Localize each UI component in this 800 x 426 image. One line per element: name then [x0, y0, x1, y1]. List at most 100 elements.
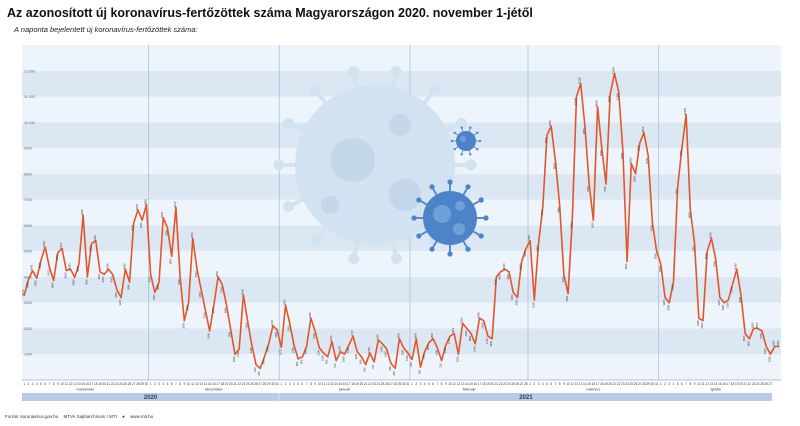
data-label: 6700: [173, 201, 177, 207]
data-label: 2200: [287, 325, 291, 331]
data-label: 11100: [607, 95, 611, 102]
data-point: [179, 276, 181, 278]
data-point: [246, 320, 249, 322]
data-label: 1400: [380, 345, 384, 351]
data-point: [470, 333, 472, 335]
x-tick-label: 22: [237, 382, 241, 386]
data-point: [757, 327, 759, 330]
x-tick-label: 20: [360, 382, 364, 386]
data-point: [736, 268, 738, 270]
x-tick-label: 13: [73, 382, 77, 386]
data-label: 5300: [89, 245, 93, 251]
x-tick-label: 7: [49, 382, 51, 386]
data-point: [166, 227, 169, 229]
x-tick-label: 28: [642, 382, 646, 386]
data-label: 2400: [308, 312, 312, 318]
x-tick-label: 7: [306, 382, 308, 386]
x-tick-label: 4: [542, 382, 544, 386]
data-label: 1050: [405, 355, 409, 361]
y-tick-label: 3000: [24, 301, 32, 305]
month-label: március: [586, 387, 600, 392]
data-point: [462, 322, 464, 324]
y-tick-label: 1000: [24, 353, 32, 357]
data-label: 1800: [468, 335, 472, 341]
data-label: 4800: [169, 258, 173, 264]
footer: Forrás: koronavirus.gov.hu MTVA Sajtóarc…: [5, 414, 157, 419]
x-tick-label: 13: [199, 382, 203, 386]
data-point: [339, 351, 341, 353]
data-label: 5000: [704, 253, 708, 259]
data-label: 4200: [97, 273, 101, 279]
x-tick-label: 15: [208, 382, 212, 386]
y-tick-label: 11 000: [24, 95, 35, 99]
x-tick-label: 24: [246, 382, 250, 386]
data-label: 5400: [93, 234, 97, 240]
data-point: [537, 242, 540, 245]
x-tick-label: 7: [436, 382, 438, 386]
data-point: [651, 222, 653, 224]
data-label: 1200: [384, 351, 388, 357]
year-label: 2021: [519, 395, 533, 401]
data-label: 1000: [342, 356, 346, 362]
x-tick-label: 26: [254, 382, 258, 386]
data-point: [57, 251, 59, 254]
data-label: 5100: [59, 242, 63, 248]
data-point: [284, 304, 287, 306]
x-tick-label: 11: [65, 382, 69, 386]
data-label: 1350: [346, 347, 350, 353]
data-label: 6600: [687, 211, 691, 217]
x-tick-label: 30: [145, 382, 149, 386]
x-tick-label: 25: [630, 382, 634, 386]
x-tick-label: 23: [115, 382, 119, 386]
data-label: 1250: [316, 349, 320, 355]
data-label: 3273: [21, 289, 25, 295]
data-label: 2700: [202, 312, 206, 318]
x-tick-label: 5: [167, 382, 169, 386]
year-bar: [279, 393, 773, 401]
year-label: 2020: [144, 395, 158, 401]
data-point: [390, 362, 392, 364]
data-point: [525, 247, 527, 250]
x-tick-label: 17: [216, 382, 220, 386]
data-label: 5500: [708, 232, 712, 238]
data-label: 820: [295, 361, 299, 366]
x-tick-label: 17: [596, 382, 600, 386]
data-point: [706, 250, 708, 252]
data-point: [268, 343, 270, 345]
data-label: 3980: [72, 279, 76, 285]
data-point: [584, 125, 586, 127]
x-tick-label: 11: [571, 382, 575, 386]
data-label: 4300: [122, 263, 126, 269]
data-label: 4100: [148, 276, 152, 282]
series-group: [23, 72, 780, 370]
data-label: 3300: [738, 297, 742, 303]
data-point: [40, 259, 42, 261]
data-label: 900: [325, 359, 329, 364]
data-label: 500: [417, 369, 421, 374]
x-tick-label: 2: [415, 382, 417, 386]
data-point: [596, 106, 599, 108]
data-point: [424, 351, 426, 353]
x-tick-label: 28: [263, 382, 267, 386]
data-point: [259, 367, 261, 370]
x-tick-label: 27: [769, 382, 773, 386]
data-point: [580, 83, 582, 85]
data-point: [276, 329, 278, 331]
data-label: 1100: [354, 353, 358, 359]
data-label: 3000: [666, 304, 670, 310]
data-label: 9500: [544, 137, 548, 143]
data-point: [719, 296, 721, 299]
data-point: [209, 330, 211, 332]
x-tick-label: 27: [132, 382, 136, 386]
x-tick-label: 26: [128, 382, 132, 386]
data-label: 3886: [25, 281, 29, 287]
data-point: [373, 361, 375, 363]
data-point: [723, 302, 725, 304]
x-tick-label: 7: [175, 382, 177, 386]
data-label: 2400: [696, 320, 700, 326]
data-label: 450: [392, 371, 396, 376]
data-label: 1250: [434, 349, 438, 355]
x-tick-label: 20: [102, 382, 106, 386]
data-label: 4000: [84, 278, 88, 284]
data-point: [394, 367, 396, 370]
